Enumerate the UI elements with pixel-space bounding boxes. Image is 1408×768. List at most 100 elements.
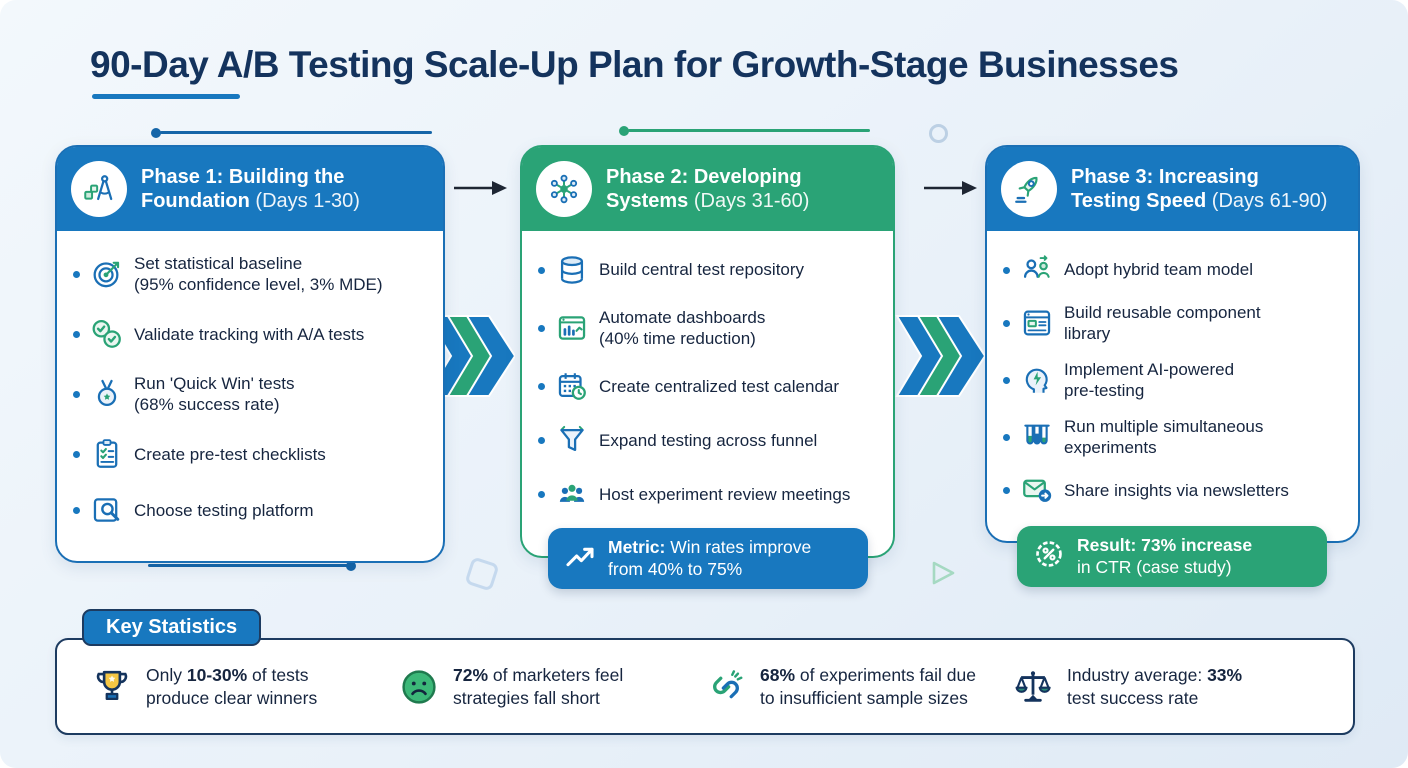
stat-text: Industry average: 33% test success rate: [1067, 664, 1243, 708]
item-text: Expand testing across funnel: [599, 430, 818, 450]
stat-item: 68% of experiments fail due to insuffici…: [705, 664, 1012, 710]
percent-rosette-icon: [1033, 538, 1065, 575]
item-text: Build central test repository: [599, 260, 805, 280]
flow-arrow-icon: [924, 181, 977, 195]
rocket-icon: [1001, 161, 1057, 217]
phase-1-days: (Days 1-30): [255, 190, 360, 212]
phase-3-header: Phase 3: Increasing Testing Speed (Days …: [987, 147, 1358, 231]
list-item: Automate dashboards (40% time reduction): [538, 307, 877, 349]
item-text: Share insights via newsletters: [1064, 480, 1289, 500]
item-text: Run 'Quick Win' tests (68% success rate): [134, 374, 295, 415]
connector-line: [148, 564, 348, 567]
item-text: Implement AI-powered pre-testing: [1064, 360, 1235, 401]
stat-text: Only 10-30% of tests produce clear winne…: [146, 664, 318, 708]
phase-1-card: Phase 1: Building the Foundation (Days 1…: [55, 145, 445, 563]
phase-2-title: Phase 2: Developing Systems (Days 31-60): [606, 166, 810, 212]
phase-2-header: Phase 2: Developing Systems (Days 31-60): [522, 147, 893, 231]
target-icon: [90, 257, 124, 291]
item-text: Host experiment review meetings: [599, 484, 851, 504]
stat-text: 72% of marketers feel strategies fall sh…: [453, 664, 624, 708]
list-item: Set statistical baseline (95% confidence…: [73, 253, 427, 295]
phase-2-items: Build central test repository Automate d…: [522, 231, 893, 521]
list-item: Host experiment review meetings: [538, 477, 877, 511]
bullet-dot: [1003, 319, 1010, 327]
broken-chain-icon: [705, 666, 747, 708]
hybrid-team-icon: [1020, 253, 1054, 287]
bullet-dot: [538, 436, 545, 444]
medal-icon: [90, 377, 124, 411]
item-text: Build reusable component library: [1064, 303, 1261, 344]
bullet-dot: [73, 506, 80, 514]
item-text: Create centralized test calendar: [599, 376, 840, 396]
decorative-circle: [929, 124, 948, 143]
result-badge: Result: 73% increase in CTR (case study): [1017, 526, 1327, 587]
result-badge-text: Result: 73% increase in CTR (case study): [1077, 535, 1253, 578]
newsletter-icon: [1020, 473, 1054, 507]
compass-blocks-icon: [71, 161, 127, 217]
decorative-triangle: [932, 561, 955, 585]
key-statistics-heading: Key Statistics: [82, 609, 262, 646]
checklist-icon: [90, 437, 124, 471]
stat-item: Industry average: 33% test success rate: [1012, 664, 1319, 710]
item-text: Validate tracking with A/A tests: [134, 324, 365, 344]
list-item: Choose testing platform: [73, 493, 427, 527]
bullet-dot: [1003, 376, 1010, 384]
trophy-icon: [91, 666, 133, 708]
phase-1-items: Set statistical baseline (95% confidence…: [57, 231, 443, 537]
page-title: 90-Day A/B Testing Scale-Up Plan for Gro…: [90, 44, 1179, 85]
phase-3-title: Phase 3: Increasing Testing Speed (Days …: [1071, 166, 1328, 212]
list-item: Create centralized test calendar: [538, 369, 877, 403]
funnel-icon: [555, 423, 589, 457]
title-underline: [92, 94, 240, 99]
bullet-dot: [73, 270, 80, 278]
platform-search-icon: [90, 493, 124, 527]
item-text: Automate dashboards (40% time reduction): [599, 308, 766, 349]
bullet-dot: [1003, 486, 1010, 494]
test-tubes-icon: [1020, 420, 1054, 454]
list-item: Share insights via newsletters: [1003, 473, 1342, 507]
bullet-dot: [1003, 266, 1010, 274]
item-text: Create pre-test checklists: [134, 444, 326, 464]
calendar-clock-icon: [555, 369, 589, 403]
bullet-dot: [1003, 433, 1010, 441]
list-item: Run multiple simultaneous experiments: [1003, 416, 1342, 458]
meeting-people-icon: [555, 477, 589, 511]
list-item: Run 'Quick Win' tests (68% success rate): [73, 373, 427, 415]
key-statistics-row: Only 10-30% of tests produce clear winne…: [57, 640, 1353, 733]
sad-face-icon: [398, 666, 440, 708]
decorative-diamond: [464, 556, 500, 592]
phase-3-days: (Days 61-90): [1211, 190, 1328, 212]
dashboard-icon: [555, 311, 589, 345]
list-item: Build central test repository: [538, 253, 877, 287]
connector-line: [160, 131, 432, 134]
chevron-arrow-icon: [895, 315, 985, 397]
item-text: Set statistical baseline (95% confidence…: [134, 254, 383, 295]
connector-dot: [151, 128, 161, 138]
list-item: Expand testing across funnel: [538, 423, 877, 457]
metric-badge: Metric: Win rates improve from 40% to 75…: [548, 528, 868, 589]
flow-arrow-icon: [454, 181, 507, 195]
phase-3-card: Phase 3: Increasing Testing Speed (Days …: [985, 145, 1360, 543]
stat-text: 68% of experiments fail due to insuffici…: [760, 664, 976, 708]
bullet-dot: [73, 390, 80, 398]
ai-head-icon: [1020, 363, 1054, 397]
stat-item: 72% of marketers feel strategies fall sh…: [398, 664, 705, 710]
phase-1-title: Phase 1: Building the Foundation (Days 1…: [141, 166, 360, 212]
list-item: Adopt hybrid team model: [1003, 253, 1342, 287]
bullet-dot: [538, 324, 545, 332]
list-item: Validate tracking with A/A tests: [73, 317, 427, 351]
connector-dot: [619, 126, 629, 136]
connector-line: [628, 129, 870, 132]
phase-1-header: Phase 1: Building the Foundation (Days 1…: [57, 147, 443, 231]
stat-item: Only 10-30% of tests produce clear winne…: [91, 664, 398, 710]
database-icon: [555, 253, 589, 287]
bullet-dot: [538, 382, 545, 390]
list-item: Implement AI-powered pre-testing: [1003, 359, 1342, 401]
list-item: Build reusable component library: [1003, 302, 1342, 344]
bullet-dot: [73, 330, 80, 338]
scales-icon: [1012, 666, 1054, 708]
phase-2-days: (Days 31-60): [693, 190, 810, 212]
connector-dot: [346, 561, 356, 571]
phase-3-items: Adopt hybrid team model Build reusable c…: [987, 231, 1358, 517]
